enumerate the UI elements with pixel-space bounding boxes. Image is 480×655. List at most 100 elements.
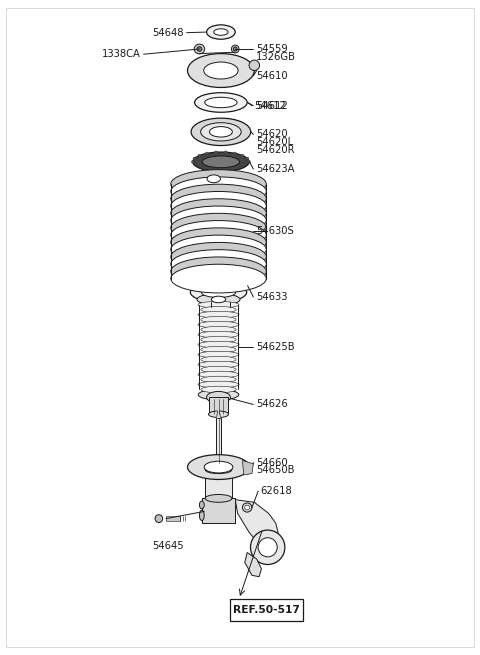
Ellipse shape <box>198 301 239 308</box>
Text: 54660: 54660 <box>256 457 288 468</box>
Ellipse shape <box>233 47 237 51</box>
Ellipse shape <box>205 495 232 502</box>
Ellipse shape <box>201 366 236 373</box>
Ellipse shape <box>224 151 227 153</box>
Ellipse shape <box>197 293 240 305</box>
Ellipse shape <box>251 530 285 565</box>
Ellipse shape <box>198 381 239 388</box>
Ellipse shape <box>193 157 196 160</box>
Ellipse shape <box>258 538 277 557</box>
Text: 54612: 54612 <box>256 101 288 111</box>
Ellipse shape <box>171 198 266 227</box>
Ellipse shape <box>197 47 202 51</box>
Bar <box>166 516 180 521</box>
Ellipse shape <box>171 177 266 206</box>
Ellipse shape <box>201 307 236 313</box>
Ellipse shape <box>198 331 239 338</box>
Bar <box>216 417 221 462</box>
Ellipse shape <box>241 154 244 157</box>
Ellipse shape <box>188 54 254 88</box>
Ellipse shape <box>211 296 226 303</box>
Text: 1326GB: 1326GB <box>256 52 296 62</box>
Text: 54648: 54648 <box>153 28 184 38</box>
Ellipse shape <box>198 371 239 378</box>
Text: 54620L: 54620L <box>256 138 293 147</box>
Ellipse shape <box>215 151 217 153</box>
Ellipse shape <box>155 515 163 523</box>
Ellipse shape <box>198 362 239 368</box>
Ellipse shape <box>192 160 194 163</box>
Ellipse shape <box>171 257 266 286</box>
Bar <box>209 398 228 414</box>
Bar <box>205 470 232 498</box>
Ellipse shape <box>207 175 220 183</box>
Ellipse shape <box>198 390 239 400</box>
Ellipse shape <box>171 228 266 257</box>
Ellipse shape <box>171 184 266 213</box>
Polygon shape <box>245 553 262 576</box>
Ellipse shape <box>205 152 208 155</box>
Ellipse shape <box>201 376 236 383</box>
Ellipse shape <box>201 336 236 343</box>
Text: 1338CA: 1338CA <box>102 49 141 59</box>
Ellipse shape <box>209 126 232 137</box>
Ellipse shape <box>204 97 237 107</box>
Polygon shape <box>242 460 253 475</box>
Text: 54633: 54633 <box>256 292 287 302</box>
Ellipse shape <box>242 503 252 512</box>
Text: 54620: 54620 <box>256 130 288 140</box>
Ellipse shape <box>245 505 250 510</box>
Ellipse shape <box>199 510 204 521</box>
Ellipse shape <box>198 341 239 348</box>
Ellipse shape <box>214 29 228 35</box>
Text: 54626: 54626 <box>256 400 288 409</box>
Ellipse shape <box>171 221 266 250</box>
Ellipse shape <box>244 279 251 286</box>
Ellipse shape <box>194 44 204 54</box>
Ellipse shape <box>206 392 230 403</box>
Ellipse shape <box>195 93 247 112</box>
Ellipse shape <box>171 264 266 293</box>
Ellipse shape <box>199 501 204 509</box>
Ellipse shape <box>206 25 235 39</box>
Text: 54630S: 54630S <box>256 226 293 236</box>
Ellipse shape <box>188 455 250 479</box>
Ellipse shape <box>201 326 236 333</box>
Ellipse shape <box>234 152 237 155</box>
Ellipse shape <box>249 60 260 71</box>
Ellipse shape <box>201 356 236 363</box>
Text: REF.50-517: REF.50-517 <box>233 605 300 615</box>
Text: 54610: 54610 <box>256 71 288 81</box>
Ellipse shape <box>171 242 266 271</box>
Text: 54620R: 54620R <box>256 145 294 155</box>
Ellipse shape <box>198 311 239 318</box>
Polygon shape <box>216 411 220 417</box>
Text: 54625B: 54625B <box>256 342 294 352</box>
Ellipse shape <box>204 461 233 473</box>
Ellipse shape <box>171 235 266 264</box>
Ellipse shape <box>246 157 249 160</box>
Ellipse shape <box>198 351 239 358</box>
Text: 54612: 54612 <box>254 101 286 111</box>
Text: 54559: 54559 <box>256 44 288 54</box>
Text: 54623A: 54623A <box>256 164 294 174</box>
Ellipse shape <box>171 170 266 198</box>
Ellipse shape <box>204 62 238 79</box>
Bar <box>202 498 235 523</box>
Ellipse shape <box>201 316 236 323</box>
Ellipse shape <box>231 45 239 53</box>
Text: 62618: 62618 <box>261 486 292 496</box>
Ellipse shape <box>191 118 251 145</box>
Ellipse shape <box>193 152 249 172</box>
Ellipse shape <box>201 287 236 297</box>
Ellipse shape <box>248 160 251 163</box>
Ellipse shape <box>208 411 228 417</box>
Ellipse shape <box>191 282 247 302</box>
Bar <box>171 184 266 278</box>
Ellipse shape <box>202 156 240 168</box>
Ellipse shape <box>171 206 266 234</box>
Ellipse shape <box>171 214 266 242</box>
Bar <box>229 599 303 621</box>
Ellipse shape <box>198 322 239 328</box>
Ellipse shape <box>171 191 266 220</box>
